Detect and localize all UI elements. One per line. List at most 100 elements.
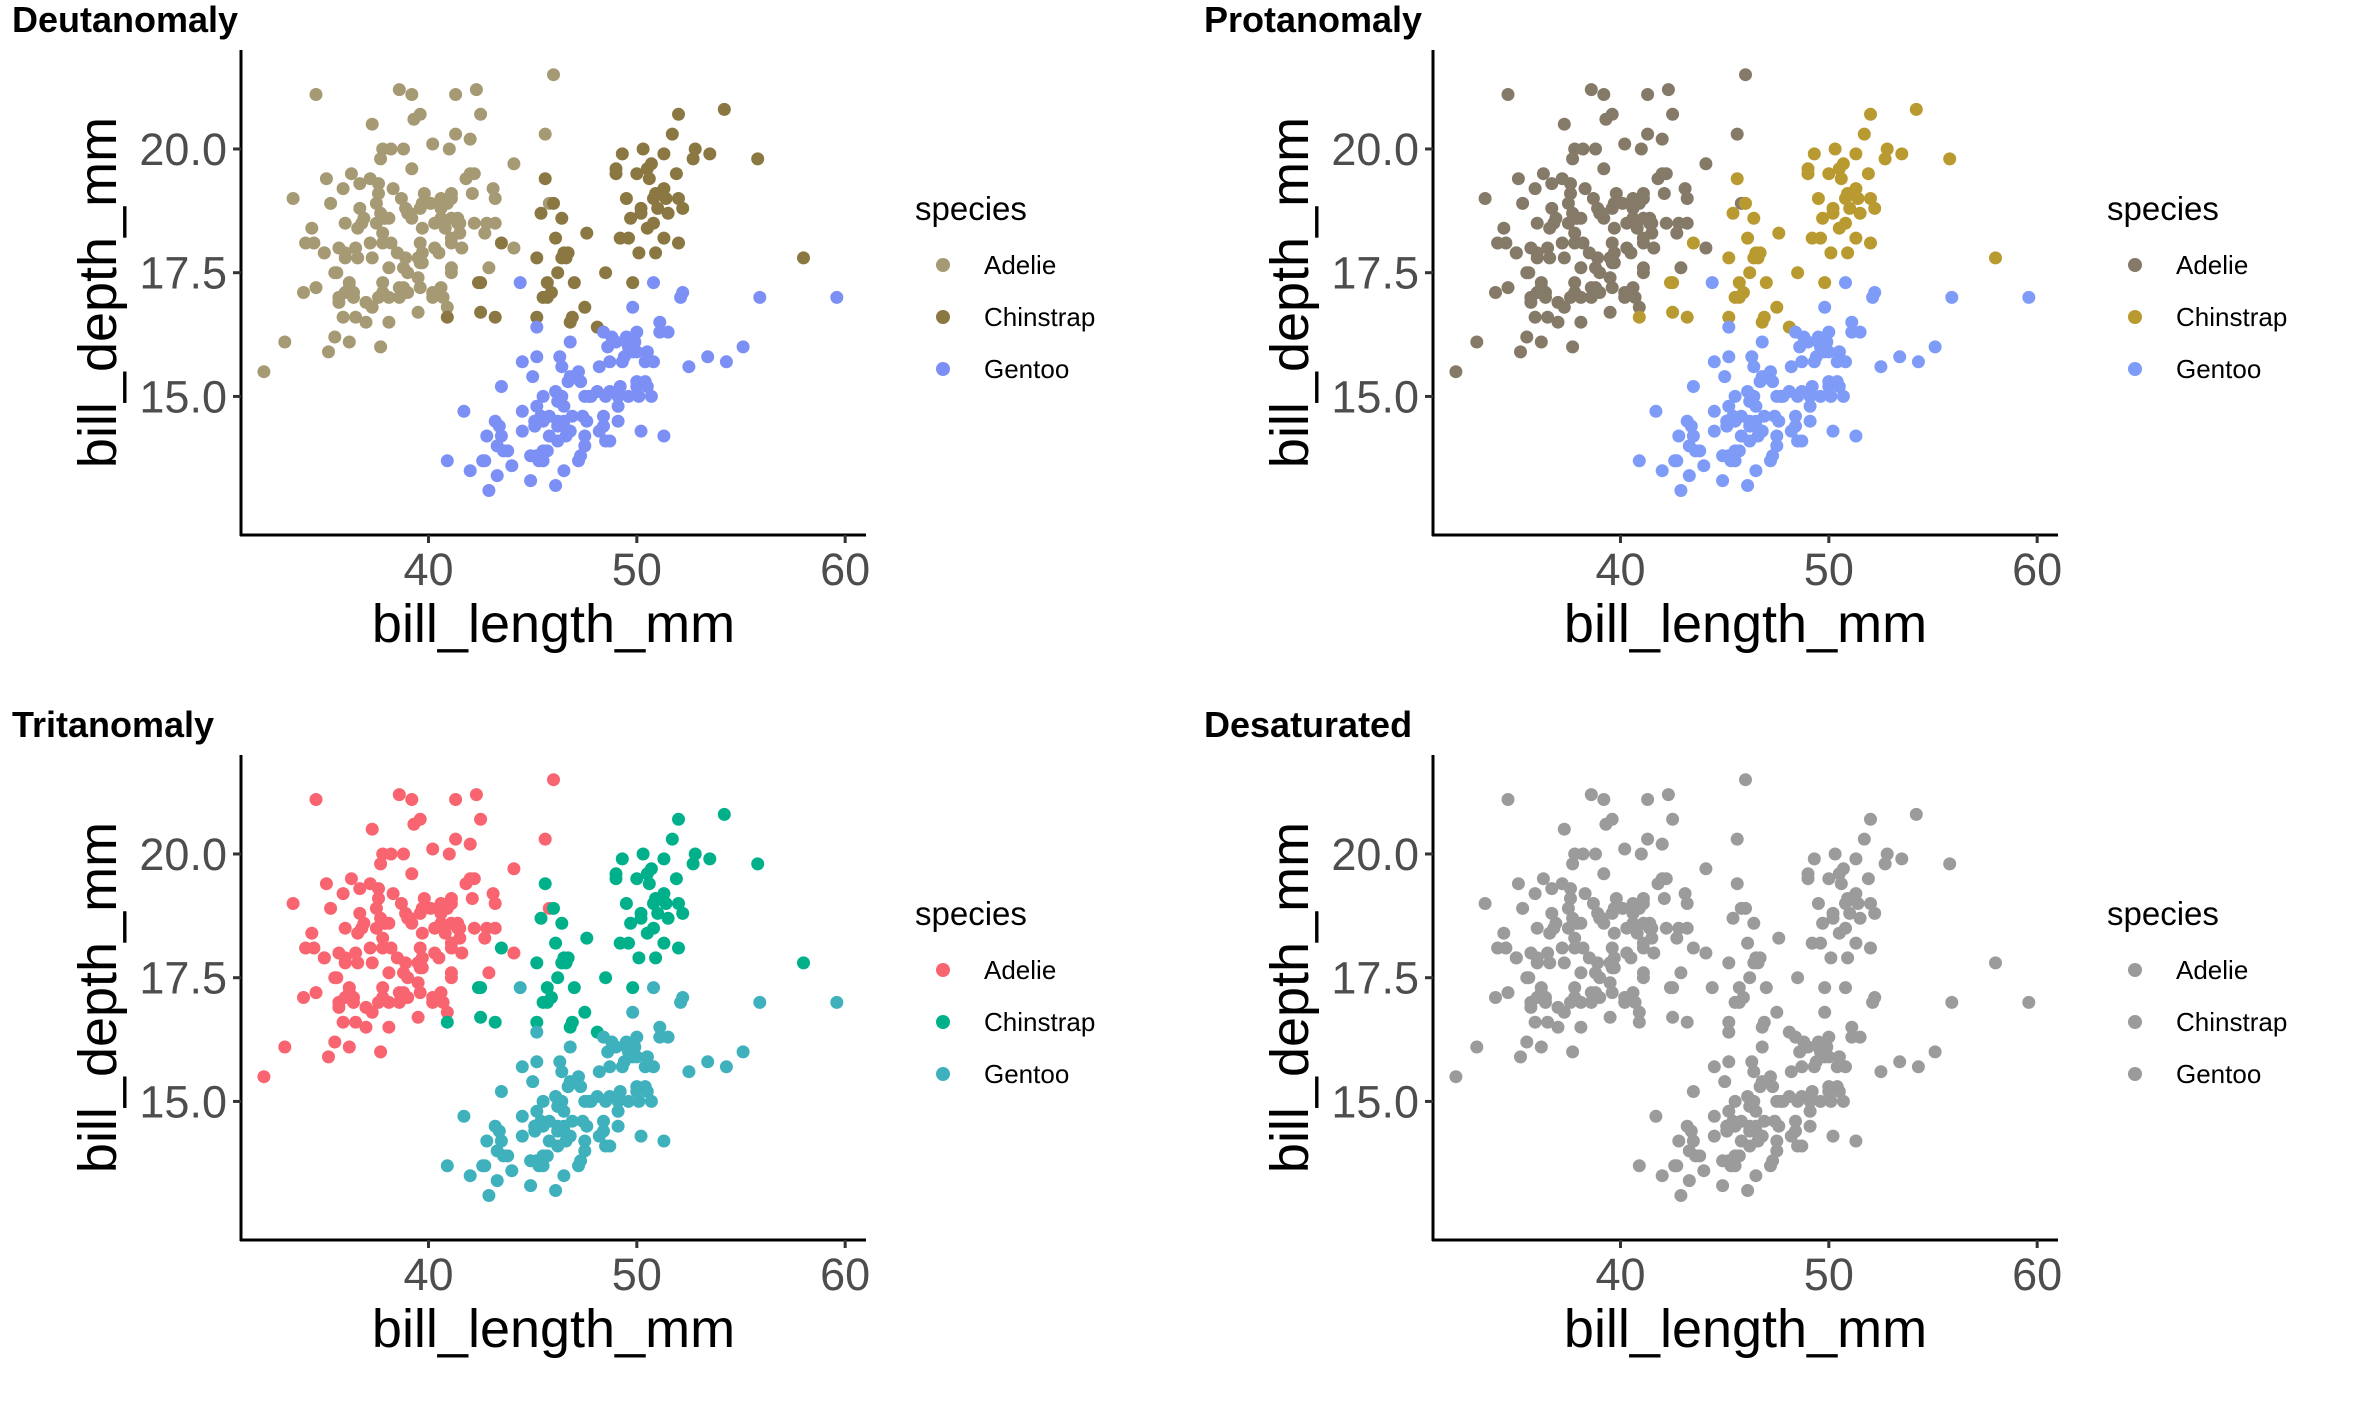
data-point-adelie (1680, 192, 1694, 205)
data-point-gentoo (1682, 469, 1696, 483)
data-point-gentoo (526, 1075, 540, 1089)
data-point-chinstrap (1826, 911, 1840, 925)
data-point-adelie (319, 877, 333, 891)
data-point-adelie (1497, 221, 1511, 235)
data-point-gentoo (1722, 1055, 1736, 1069)
data-point-gentoo (1749, 464, 1763, 478)
data-point-chinstrap (672, 236, 685, 250)
data-point-gentoo (530, 350, 544, 364)
data-point-gentoo (1836, 1094, 1850, 1108)
data-point-chinstrap (1989, 956, 2002, 970)
data-point-gentoo (1820, 1040, 1834, 1054)
data-point-adelie (405, 793, 419, 806)
data-point-chinstrap (1818, 276, 1832, 290)
data-point-adelie (1557, 300, 1571, 314)
data-point-adelie (353, 906, 367, 920)
data-point-chinstrap (1839, 897, 1852, 910)
data-point-adelie (1597, 211, 1611, 225)
data-point-gentoo (551, 434, 565, 448)
data-point-gentoo (1826, 1129, 1840, 1143)
data-point-adelie (338, 991, 352, 1004)
data-point-gentoo (1803, 399, 1817, 413)
data-point-adelie (305, 221, 319, 235)
data-point-gentoo (647, 981, 660, 995)
data-point-gentoo (1795, 1060, 1809, 1074)
data-point-adelie (1478, 192, 1492, 205)
data-point-gentoo (563, 424, 577, 438)
data-point-chinstrap (622, 936, 635, 950)
data-point-adelie (309, 281, 323, 295)
data-point-adelie (1597, 867, 1611, 881)
x-tick-label: 40 (1595, 544, 1645, 595)
data-point-adelie (1628, 290, 1642, 304)
data-point-chinstrap (672, 941, 685, 955)
data-point-gentoo (1766, 375, 1780, 389)
x-tick-label: 40 (403, 1249, 453, 1300)
data-point-adelie (1626, 986, 1640, 1000)
data-point-gentoo (1757, 1114, 1771, 1128)
data-point-chinstrap (1816, 211, 1830, 225)
data-point-adelie (1541, 946, 1555, 960)
data-point-chinstrap (530, 251, 544, 265)
data-point-adelie (1530, 251, 1544, 265)
data-point-adelie (1605, 107, 1619, 121)
data-point-adelie (317, 951, 331, 965)
data-point-adelie (397, 142, 410, 156)
data-point-adelie (1620, 921, 1634, 935)
data-point-adelie (467, 167, 481, 181)
data-point-gentoo (494, 1085, 508, 1098)
data-point-adelie (1566, 152, 1580, 166)
data-point-adelie (369, 196, 383, 210)
data-point-adelie (1541, 310, 1555, 324)
data-point-chinstrap (1811, 192, 1825, 205)
data-point-adelie (1641, 793, 1655, 806)
data-point-gentoo (1789, 409, 1802, 423)
data-point-adelie (1589, 847, 1602, 861)
data-point-gentoo (1747, 389, 1761, 403)
data-point-gentoo (1747, 1094, 1761, 1108)
data-point-gentoo (622, 1094, 635, 1108)
data-point-gentoo (1832, 1050, 1846, 1064)
data-point-gentoo (626, 345, 640, 359)
data-point-adelie (1511, 877, 1525, 891)
data-point-gentoo (578, 429, 592, 443)
data-point-gentoo (1803, 1104, 1817, 1118)
data-point-adelie (405, 867, 419, 881)
data-point-adelie (394, 897, 408, 910)
data-point-adelie (1582, 951, 1596, 965)
data-point-adelie (1574, 290, 1588, 304)
data-point-adelie (382, 1020, 396, 1034)
data-point-chinstrap (1743, 971, 1757, 985)
data-point-adelie (278, 1040, 292, 1054)
data-point-adelie (332, 946, 346, 960)
data-point-adelie (1603, 976, 1617, 990)
data-point-adelie (1543, 926, 1557, 940)
data-point-chinstrap (1943, 857, 1957, 871)
data-point-adelie (1618, 137, 1632, 151)
data-point-adelie (415, 246, 429, 260)
data-point-gentoo (524, 449, 538, 463)
data-point-adelie (1597, 162, 1611, 176)
data-point-chinstrap (1824, 246, 1838, 260)
data-point-gentoo (628, 1040, 642, 1054)
data-point-gentoo (613, 1085, 627, 1098)
data-point-adelie (376, 981, 390, 995)
y-axis-label: bill_depth_mm (68, 117, 128, 468)
data-point-chinstrap (1839, 216, 1852, 230)
data-point-chinstrap (1843, 906, 1857, 920)
data-point-chinstrap (1741, 231, 1755, 245)
data-point-gentoo (440, 1159, 454, 1173)
data-point-chinstrap (665, 127, 679, 141)
data-point-gentoo (553, 1055, 567, 1069)
data-point-chinstrap (1841, 951, 1855, 965)
data-point-chinstrap (580, 226, 594, 240)
data-point-adelie (469, 83, 483, 97)
data-point-adelie (1607, 961, 1621, 975)
data-point-adelie (1522, 971, 1536, 985)
data-point-adelie (359, 1020, 373, 1034)
data-point-chinstrap (1666, 305, 1680, 319)
data-point-adelie (1678, 182, 1692, 196)
data-point-gentoo (578, 389, 592, 403)
data-point-gentoo (1849, 1134, 1863, 1148)
data-point-adelie (1699, 946, 1713, 960)
